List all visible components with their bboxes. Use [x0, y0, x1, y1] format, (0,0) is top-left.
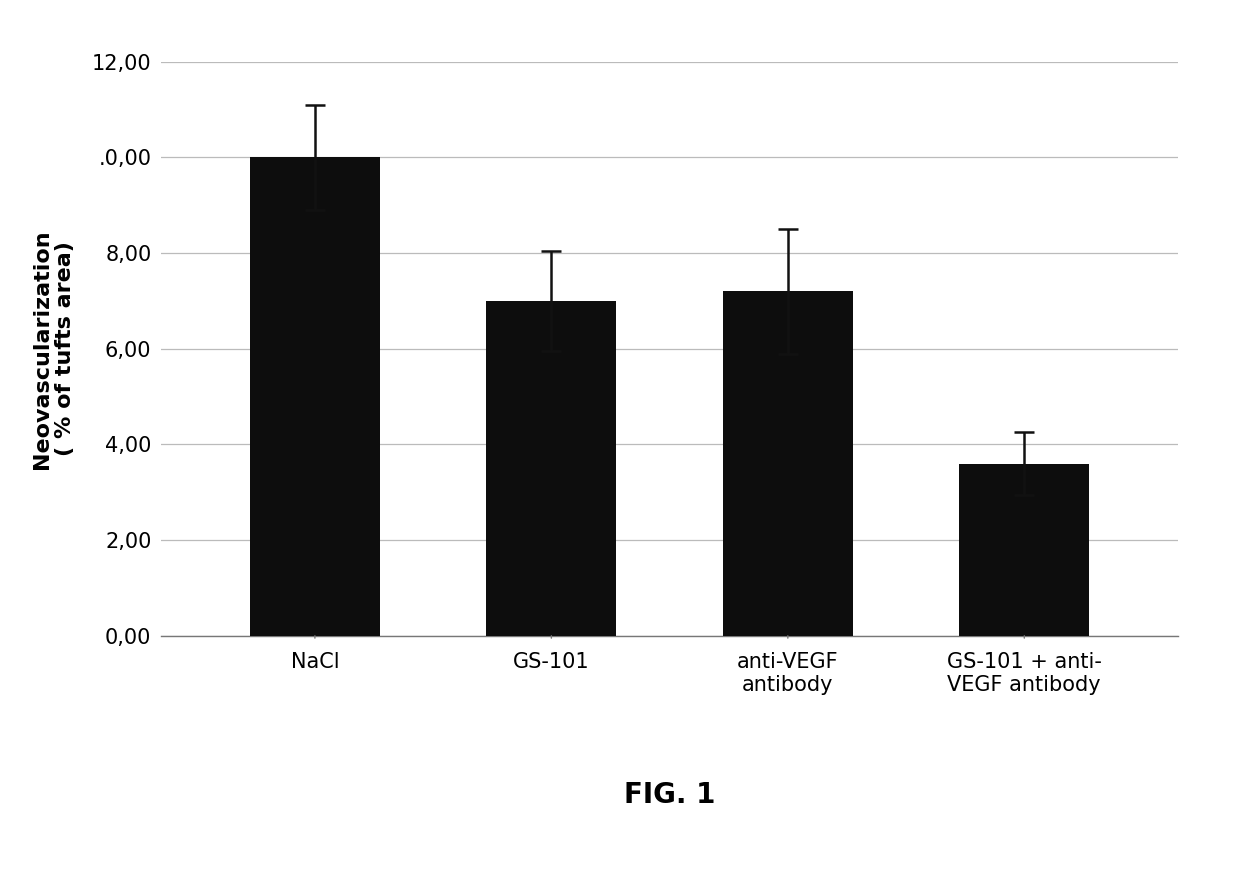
Y-axis label: Neovascularization
( % of tufts area): Neovascularization ( % of tufts area): [32, 229, 76, 469]
Bar: [486, 301, 616, 636]
Text: FIG. 1: FIG. 1: [624, 781, 715, 809]
Bar: [250, 157, 379, 636]
Bar: [723, 291, 853, 636]
Bar: [960, 464, 1089, 636]
